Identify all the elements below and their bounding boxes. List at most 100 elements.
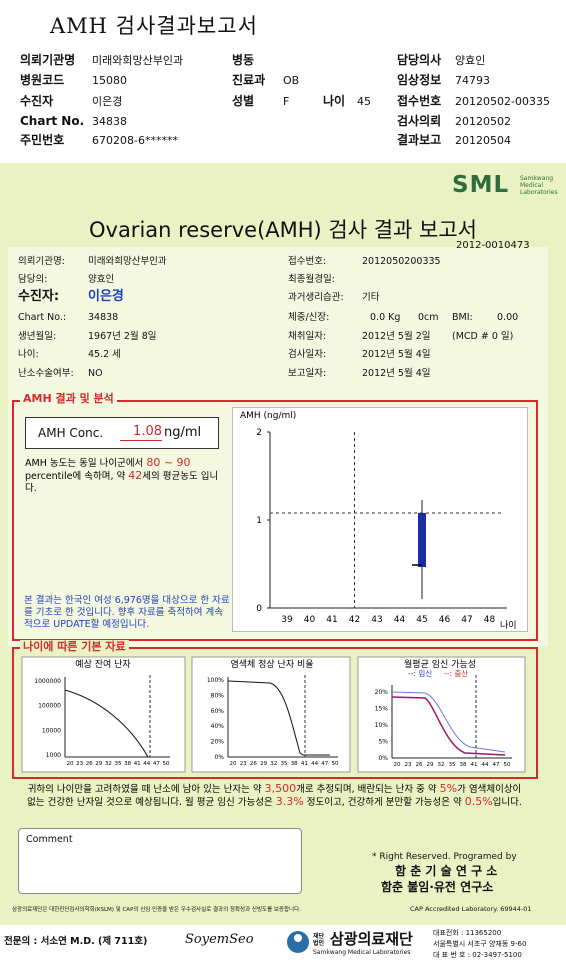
x-tick-label: 26: [86, 761, 93, 767]
logo: SML: [452, 172, 510, 198]
y-tick-label: 15%: [375, 706, 389, 713]
amh-chart: AMH (ng/ml) 나이 2 1 0 39 40 41 42 43 44 45 46 47 48: [232, 407, 528, 632]
amh-section: [12, 400, 538, 641]
chart-frame: [21, 656, 186, 773]
org-logo: [287, 931, 309, 953]
info-value: 0cm: [418, 312, 439, 323]
x-tick-label: 23: [76, 761, 83, 767]
info-value: 기타: [362, 292, 380, 303]
field-value: OB: [283, 74, 300, 87]
info-label: 접수번호:: [288, 256, 327, 267]
chart-x-label: 나이: [500, 620, 517, 631]
field-label: 나이: [323, 94, 346, 108]
info-value: 2012년 5월 4일: [362, 368, 431, 379]
amh-section-title: AMH 결과 및 분석: [20, 392, 117, 406]
field-value: F: [283, 95, 290, 108]
field-value: 양효인: [455, 54, 486, 67]
logo-sub-line: Samkwang: [520, 175, 553, 182]
x-tick-label: 44: [482, 762, 489, 768]
x-tick-label: 50: [504, 762, 511, 768]
amh-conc-unit: ng/ml: [164, 425, 202, 440]
field-label: 검사의뢰: [397, 114, 442, 128]
field-label: 접수번호: [397, 94, 442, 108]
y-tick-label: 20%: [375, 689, 389, 696]
y-tick-label: 1: [256, 516, 262, 526]
contact: 서울특별시 서초구 양재동 9-60: [433, 940, 527, 948]
field-value: 20120502-00335: [455, 95, 550, 108]
amh-conc-box: [25, 417, 219, 449]
doctor: 전문의 : 서소연 M.D. (제 711호): [4, 936, 148, 947]
x-tick-label: 23: [405, 762, 412, 768]
note-part: percentile에 속하며, 약: [25, 471, 129, 482]
contact: 대표전화 : 11365200: [433, 929, 502, 937]
x-tick-label: 41: [326, 615, 337, 625]
note-part: 세의 평균농도 입니다.: [25, 471, 219, 494]
x-tick-label: 45: [416, 615, 427, 625]
y-tick-label: 2: [256, 428, 262, 438]
x-tick-label: 50: [163, 761, 170, 767]
summary-part: 3.3%: [275, 795, 304, 808]
amh-conc-label: AMH Conc.: [38, 426, 104, 440]
summary-part: 가 염색체이상이 없는 건강한 난자일 것으로 예상됩니다. 월 평균 임신 가…: [27, 784, 522, 808]
chart-frame: [191, 656, 351, 773]
x-tick-label: 32: [438, 762, 445, 768]
info-label: 담당의:: [18, 274, 48, 285]
org-prefix: 재단법인: [313, 933, 325, 947]
info-value: (MCD # 0 일): [452, 331, 514, 342]
logo-circle: [294, 934, 302, 942]
note-part: AMH 농도는 동일 나이군에서: [25, 458, 147, 469]
field-value: 20120504: [455, 134, 511, 147]
signature: SoyemSeo: [185, 932, 254, 947]
info-label: 난소수술여부:: [18, 368, 74, 379]
info-label: 보고일자:: [288, 368, 327, 379]
summary-part: 0.5%: [464, 795, 493, 808]
field-label: 진료과: [232, 73, 266, 87]
field-value: 34838: [92, 115, 127, 128]
field-label: 성별: [232, 94, 255, 108]
field-value: 74793: [455, 74, 490, 87]
x-tick-label: 47: [321, 761, 328, 767]
info-value: 45.2 세: [88, 349, 121, 360]
x-tick-label: 39: [281, 615, 293, 625]
chart-frame: [357, 656, 526, 773]
legend-entry: --: 출산: [444, 668, 468, 678]
x-tick-label: 26: [416, 762, 423, 768]
org-name-en: Samkwang Medical Laboratories: [313, 949, 411, 956]
y-tick-label: 10%: [375, 722, 389, 729]
comment-label: Comment: [26, 834, 73, 845]
x-tick-label: 44: [143, 761, 150, 767]
x-tick-label: 26: [250, 761, 257, 767]
comment-box: [18, 828, 302, 894]
x-tick-label: 48: [484, 615, 496, 625]
summary-part: 개로 추정되며, 배란되는 난자 중 약: [296, 784, 440, 795]
field-label: 수진자: [20, 94, 54, 108]
x-tick-label: 29: [95, 761, 102, 767]
field-value: 이은경: [92, 95, 123, 108]
y-tick-label: 0%: [378, 755, 388, 762]
info-value: 2012050200335: [362, 256, 441, 267]
info-label: 검사일자:: [288, 349, 327, 360]
y-tick-label: 60%: [211, 708, 225, 715]
field-value: 670208-6******: [92, 134, 178, 147]
x-tick-label: 47: [461, 615, 472, 625]
info-value: 2012년 5월 4일: [362, 349, 431, 360]
amh-disclaimer: 본 결과는 한국인 여성 6,976명을 대상으로 한 자료를 기초로 한 것입…: [24, 595, 230, 630]
field-value: 미래와희망산부인과: [92, 54, 184, 67]
report-number: 2012-0010473: [456, 240, 530, 251]
amh-note: AMH 농도는 동일 나이군에서 80 ~ 90 percentile에 속하며…: [25, 457, 225, 495]
age-section: [12, 647, 538, 779]
summary-part: 귀하의 나이만을 고려하였을 때 난소에 남아 있는 난자는 약: [27, 784, 265, 795]
org-name: 삼광의료재단: [330, 930, 413, 948]
field-label: 주민번호: [20, 133, 65, 147]
x-tick-label: 40: [304, 615, 316, 625]
x-tick-label: 38: [460, 762, 467, 768]
credit: 함춘 불임·유전 연구소: [381, 880, 494, 894]
x-tick-label: 38: [291, 761, 298, 767]
info-value: 미래와희망산부인과: [88, 256, 167, 267]
x-tick-label: 35: [449, 762, 456, 768]
info-value: 양효인: [88, 274, 115, 285]
summary-part: 3,500: [264, 782, 297, 795]
x-tick-label: 41: [471, 762, 478, 768]
y-tick-label: 0%: [214, 754, 224, 761]
